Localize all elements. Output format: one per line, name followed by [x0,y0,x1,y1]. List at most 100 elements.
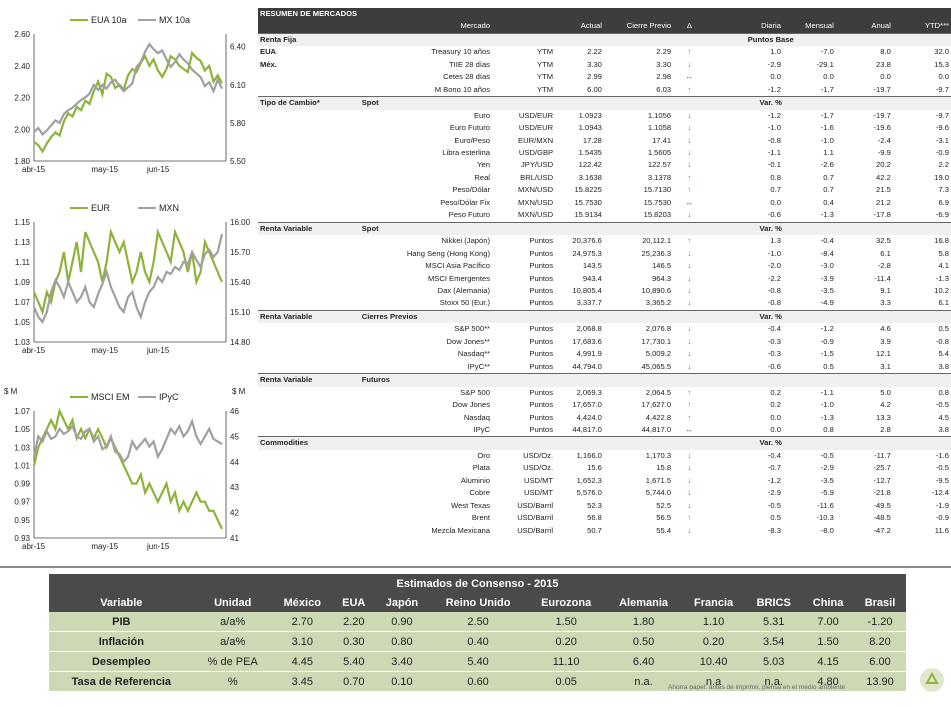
consensus-cell: 0.10 [374,671,430,692]
consensus-title: Estimados de Consenso - 2015 [49,574,906,593]
consensus-cell: Tasa de Referencia [49,671,194,692]
section-name: Renta Variable [258,221,360,236]
row-annual: 8.0 [880,47,891,57]
market-row: Cetes 28 días YTM 2.99 2.98 ↔ 0.0 0.0 0.0 0.0 [258,71,951,83]
row-annual: -49.5 [873,500,891,510]
consensus-row: PIB a/a% 2.70 2.20 0.90 2.50 1.50 1.80 1.10 5.31 7… [49,612,906,632]
row-daily: -1.1 [767,147,781,157]
arrow-flat-icon: ↔ [685,424,694,434]
consensus-row: Inflación a/a% 3.10 0.30 0.80 0.40 0.20 0.50 0.2… [49,631,906,652]
row-annual: 6.1 [880,248,891,258]
row-ytd: 6.9 [938,197,949,207]
row-ytd: 19.0 [934,172,949,182]
row-prev: 44,817.0 [641,424,672,434]
row-group-label [258,336,360,348]
consensus-cell: 6.40 [605,651,682,672]
row-daily: 0.7 [770,185,781,195]
row-unit: Puntos [529,248,554,258]
market-row: Peso Futuro MXN/USD 15.9134 15.8203 ↓ -0.6 -1.… [258,209,951,222]
blank [603,221,674,236]
row-group-label: EUA [260,47,277,57]
row-daily: -0.5 [767,500,781,510]
market-row: Stoxx 50 (Eur.) Puntos 3,337.7 3,365.2 ↓ -0.8… [258,297,951,310]
row-unit: USD/EUR [518,110,554,120]
footnote: Ahorra papel: antes de imprimir, piensa … [668,684,846,691]
row-prev: 15.7130 [643,185,672,195]
consensus-header: Variable [49,593,194,612]
row-actual: 4,424.0 [576,412,602,422]
row-annual: -19.6 [873,123,891,133]
row-prev: 5,009.2 [645,349,672,359]
x-tick: abr-15 [22,165,46,174]
consensus-cell: 0.30 [332,631,375,652]
x-tick: jun-15 [146,165,170,174]
section-name: Renta Variable [258,373,360,387]
consensus-cell: 7.00 [802,612,854,632]
row-annual: 23.8 [876,59,891,69]
row-monthly: 0.8 [823,424,834,434]
row-prev: 15.7530 [643,197,672,207]
row-ytd: -6.9 [935,210,949,220]
row-monthly: -1.6 [820,123,834,133]
row-name: M Bono 10 años [434,84,490,94]
row-prev: 2,076.8 [645,324,672,334]
row-name: Brent [471,513,490,523]
consensus-header: México [271,593,333,612]
row-daily: -2.9 [767,59,781,69]
y-tick-left: 1.11 [15,258,31,267]
consensus-cell: 4.45 [271,651,333,672]
consensus-cell: a/a% [193,631,272,652]
col-blank [258,20,360,34]
row-daily: -0.7 [767,463,781,473]
arrow-up-icon: ↑ [687,387,692,397]
arrow-up-icon: ↑ [687,185,692,195]
x-tick: may-15 [91,542,118,551]
consensus-cell: % [193,671,272,692]
market-row: Euro/Peso EUR/MXN 17.28 17.41 ↓ -0.8 -1.0 -2.4 -… [258,135,951,147]
market-row: Nasdaq Puntos 4,424.0 4,422.8 ↑ 0.0 -1.3 13.3 4.… [258,412,951,424]
row-daily: 0.0 [770,412,781,422]
row-daily: -0.8 [767,298,781,308]
chart-bonds-10y: EUA 10a MX 10a 2.60 2.40 2.20 2.00 1.80 6.40 6.1… [0,8,258,183]
y-tick-right: 14.80 [230,338,251,347]
section-unit-header: Var. % [705,221,836,236]
y-tick-left: 2.00 [14,125,30,134]
market-row: Hang Seng (Hong Kong) Puntos 24,975.3 25,23… [258,248,951,260]
consensus-cell: 0.60 [429,671,528,692]
row-prev: 52.5 [656,500,672,510]
arrow-down-icon: ↓ [687,298,692,308]
row-ytd: 4.5 [938,412,949,422]
x-tick: abr-15 [22,542,46,551]
row-actual: 20,376.6 [572,236,602,246]
row-monthly: -8.0 [820,525,834,535]
consensus-header: Unidad [193,593,272,612]
consensus-cell: 0.90 [374,612,430,632]
row-prev: 2.98 [656,72,672,82]
row-name: S&P 500** [454,324,490,334]
market-row: Plata USD/Oz. 15.6 15.8 ↓ -0.7 -2.9 -25.7 -0.5 [258,462,951,474]
row-annual: -2.4 [877,135,891,145]
row-name: West Texas [451,500,490,510]
row-actual: 1.0943 [578,123,602,133]
market-title-row: RESUMEN DE MERCADOS [258,8,951,21]
blank [673,221,706,236]
row-unit: MXN/USD [518,197,554,207]
col-cierre-previo: Cierre Previo [603,20,674,34]
row-monthly: -1.0 [820,400,834,410]
row-monthly: -3.5 [820,285,834,295]
consensus-cell: 2.70 [271,612,333,632]
row-daily: -0.3 [767,336,781,346]
consensus-cell: 5.40 [332,651,375,672]
row-group-label [258,110,360,122]
market-row: M Bono 10 años YTM 6.00 6.03 ↑ -1.2 -1.7 -19.7 -… [258,84,951,97]
row-name: Nikkei (Japón) [441,236,490,246]
col-diaria: Diaria [705,20,783,34]
row-actual: 15.7530 [574,197,602,207]
chart-fx-eur-mxn: EUR MXN 1.15 1.13 1.11 1.09 1.07 1.05 1.03 16.00 1… [0,196,258,364]
blank [892,309,951,324]
consensus-cell: 4.15 [802,651,854,672]
axis-unit-right: $ M [232,387,246,396]
row-annual: 4.6 [880,324,891,334]
row-monthly: -1.0 [820,135,834,145]
y-tick-left: 1.05 [14,425,30,434]
